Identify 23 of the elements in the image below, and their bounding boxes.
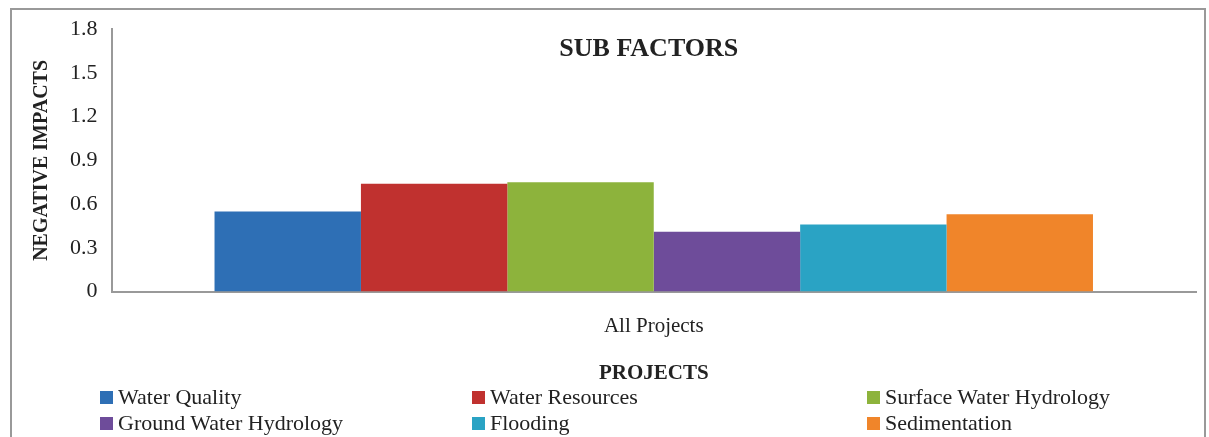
legend-label: Surface Water Hydrology	[885, 384, 1111, 410]
y-tick-label: 0	[86, 277, 98, 303]
y-tick-label: 0.6	[70, 189, 98, 215]
y-axis-title: NEGATIVE IMPACTS	[29, 59, 52, 261]
x-tick-label: All Projects	[603, 312, 704, 337]
y-tick-label: 0.3	[70, 233, 98, 259]
y-tick-label: 0.9	[70, 146, 98, 172]
bar	[507, 182, 654, 292]
legend-label: Ground Water Hydrology	[118, 410, 344, 436]
legend-label: Flooding	[490, 410, 570, 436]
y-tick-label: 1.8	[70, 14, 98, 40]
chart-title: SUB FACTORS	[559, 32, 739, 62]
legend-label: Water Quality	[118, 384, 242, 410]
legend-label: Sedimentation	[885, 410, 1013, 436]
x-axis-title: PROJECTS	[598, 359, 709, 384]
bar	[946, 214, 1093, 292]
bar	[214, 211, 361, 292]
bar	[800, 224, 947, 292]
bar	[360, 183, 508, 292]
bar	[653, 231, 801, 292]
legend-label: Water Resources	[490, 384, 638, 410]
y-tick-label: 1.2	[70, 102, 98, 128]
y-tick-label: 1.5	[70, 58, 98, 84]
